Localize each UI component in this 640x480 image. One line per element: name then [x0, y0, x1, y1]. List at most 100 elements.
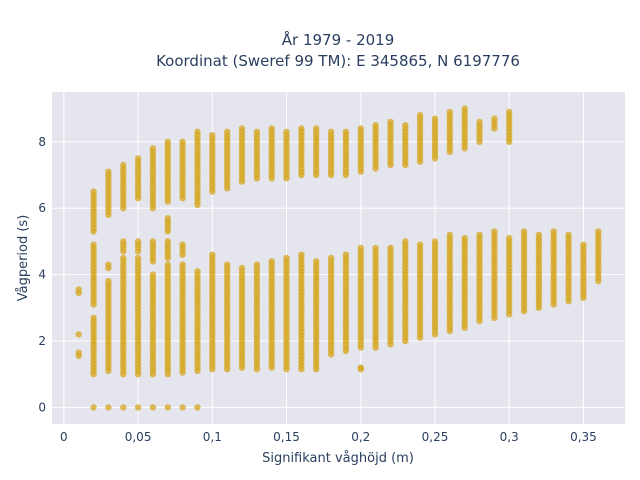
x-axis-title: Signifikant våghöjd (m)	[262, 451, 414, 466]
scatter-point	[327, 128, 335, 135]
scatter-point	[446, 108, 453, 116]
scatter-point	[491, 115, 498, 122]
scatter-point	[550, 228, 557, 235]
x-tick-label: 0,2	[351, 430, 370, 444]
scatter-point	[90, 188, 97, 195]
scatter-point	[105, 168, 112, 175]
scatter-point	[164, 404, 171, 411]
scatter-point	[194, 268, 201, 275]
scatter-point	[387, 244, 394, 252]
scatter-point	[491, 228, 498, 235]
scatter-point	[476, 118, 483, 126]
scatter-point	[194, 404, 201, 411]
data-points	[75, 105, 602, 411]
scatter-point	[506, 234, 513, 242]
scatter-point	[342, 128, 350, 135]
scatter-point	[179, 404, 186, 411]
scatter-point	[342, 251, 350, 258]
scatter-point	[224, 128, 231, 135]
scatter-point	[134, 155, 142, 162]
scatter-point	[149, 238, 157, 245]
y-tick-label: 6	[38, 201, 46, 215]
scatter-point	[506, 108, 513, 116]
x-tick-labels: 0 0,05 0,1 0,15 0,2 0,25 0,3 0,35	[60, 430, 597, 444]
y-tick-label: 0	[38, 400, 46, 414]
scatter-point	[164, 261, 171, 268]
x-tick-label: 0,35	[570, 430, 597, 444]
scatter-point	[357, 364, 364, 371]
plot-area	[52, 92, 625, 424]
y-tick-label: 2	[38, 334, 46, 348]
scatter-point	[476, 231, 483, 238]
scatter-point	[268, 258, 275, 265]
scatter-point	[313, 125, 320, 132]
scatter-point	[268, 125, 275, 132]
scatter-point	[209, 132, 216, 139]
scatter-point	[149, 404, 157, 411]
scatter-point	[164, 238, 171, 245]
x-tick-label: 0,05	[125, 430, 152, 444]
scatter-point	[372, 122, 379, 129]
scatter-point	[75, 331, 82, 338]
y-tick-labels: 0 2 4 6 8	[38, 135, 46, 415]
x-tick-label: 0,3	[500, 430, 519, 444]
scatter-point	[209, 251, 216, 258]
scatter-point	[164, 215, 171, 222]
y-tick-label: 8	[38, 135, 46, 149]
scatter-point	[179, 261, 186, 268]
scatter-point	[431, 238, 439, 245]
scatter-point	[149, 271, 157, 278]
scatter-point	[357, 125, 364, 132]
scatter-point	[105, 261, 112, 268]
scatter-point	[90, 241, 97, 248]
chart-title-line1: År 1979 - 2019	[282, 30, 395, 49]
scatter-point	[90, 314, 97, 321]
scatter-point	[283, 128, 290, 135]
scatter-point	[149, 145, 157, 152]
scatter-point	[595, 228, 602, 235]
scatter-point	[461, 105, 468, 112]
scatter-point	[253, 261, 261, 268]
scatter-point	[402, 238, 409, 245]
chart-title-line2: Koordinat (Sweref 99 TM): E 345865, N 61…	[156, 52, 520, 70]
scatter-point	[105, 404, 112, 411]
scatter-point	[194, 128, 201, 135]
x-tick-label: 0,1	[203, 430, 222, 444]
scatter-point	[446, 231, 453, 238]
scatter-point	[461, 234, 468, 242]
scatter-point	[298, 251, 305, 258]
scatter-point	[416, 241, 424, 248]
scatter-point	[105, 278, 112, 285]
scatter-point	[75, 286, 82, 293]
scatter-point	[238, 125, 246, 132]
scatter-point	[120, 161, 127, 169]
scatter-point	[134, 238, 142, 245]
scatter-point	[253, 128, 261, 135]
x-tick-label: 0	[60, 430, 68, 444]
scatter-point	[431, 115, 439, 122]
scatter-point	[387, 118, 394, 126]
scatter-point	[357, 244, 364, 252]
x-tick-label: 0,25	[422, 430, 449, 444]
scatter-point	[327, 254, 335, 262]
scatter-point	[120, 254, 127, 262]
scatter-point	[298, 125, 305, 132]
scatter-point	[565, 231, 572, 238]
scatter-point	[134, 404, 142, 411]
scatter-point	[179, 241, 186, 248]
scatter-point	[238, 264, 246, 272]
scatter-point	[134, 254, 142, 262]
scatter-point	[90, 404, 97, 411]
scatter-point	[372, 244, 379, 252]
scatter-point	[520, 228, 528, 235]
scatter-point	[164, 138, 171, 145]
scatter-point	[535, 231, 543, 238]
scatter-point	[402, 122, 409, 129]
scatter-point	[416, 112, 424, 119]
x-tick-label: 0,15	[273, 430, 300, 444]
scatter-point	[179, 138, 186, 145]
scatter-point	[75, 349, 82, 356]
scatter-point	[283, 254, 290, 262]
